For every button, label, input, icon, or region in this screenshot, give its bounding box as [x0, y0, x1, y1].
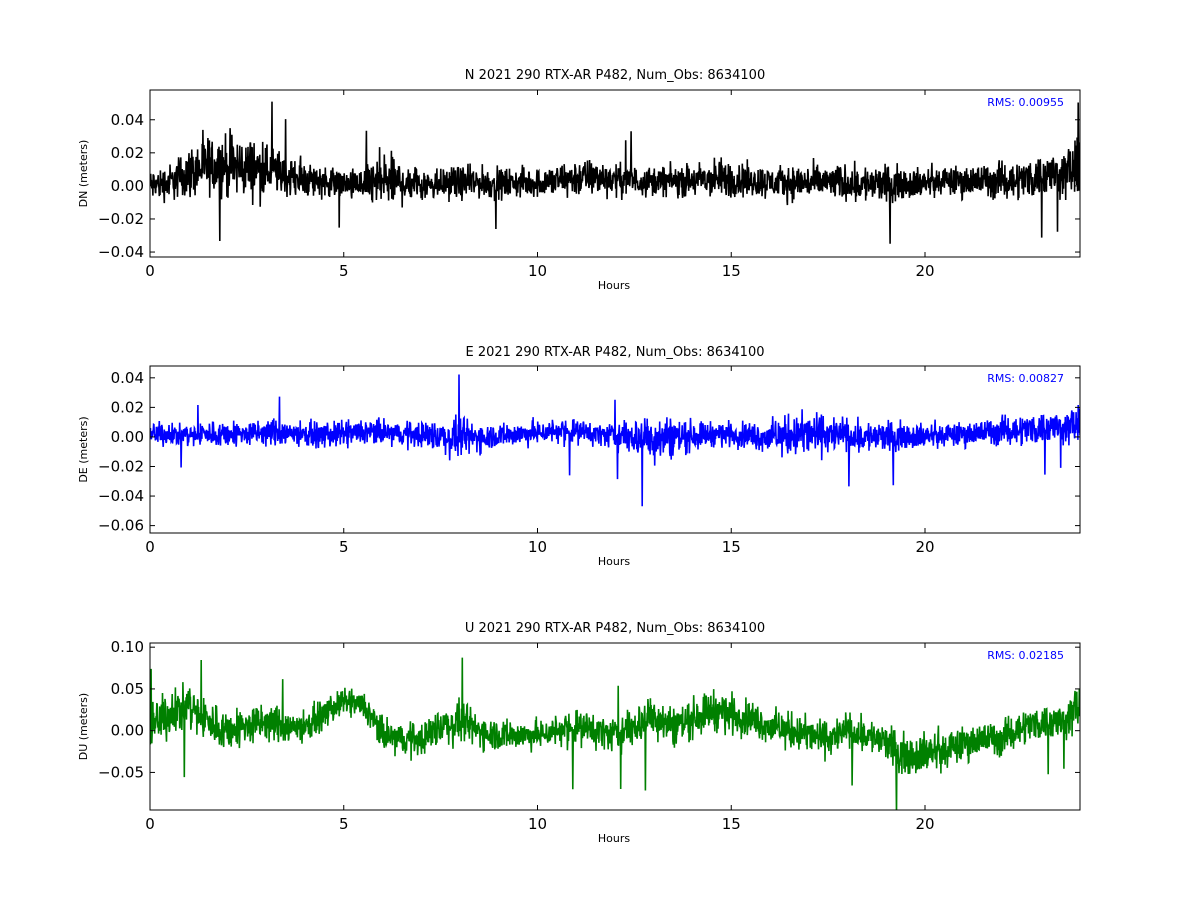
chart-title: U 2021 290 RTX-AR P482, Num_Obs: 8634100 — [465, 621, 765, 636]
plot-frame — [149, 642, 1081, 811]
x-axis-label: Hours — [598, 279, 630, 292]
panel-up: U 2021 290 RTX-AR P482, Num_Obs: 8634100… — [77, 621, 1081, 845]
x-tick-label: 15 — [722, 538, 741, 556]
x-tick-label: 5 — [339, 262, 349, 280]
x-tick-label: 10 — [528, 538, 547, 556]
y-tick-label: 0.04 — [111, 369, 144, 387]
rms-annotation: RMS: 0.02185 — [987, 649, 1064, 662]
y-tick-label: 0.02 — [111, 144, 144, 162]
series-line-0 — [150, 374, 1080, 507]
y-tick-label: −0.02 — [98, 210, 144, 228]
x-tick-label: 5 — [339, 538, 349, 556]
chart-title: N 2021 290 RTX-AR P482, Num_Obs: 8634100 — [465, 68, 765, 83]
rms-annotation: RMS: 0.00827 — [987, 372, 1064, 385]
y-axis-label: DU (meters) — [77, 693, 90, 760]
panel-north: N 2021 290 RTX-AR P482, Num_Obs: 8634100… — [77, 68, 1081, 292]
y-axis-label: DN (meters) — [77, 140, 90, 208]
x-tick-label: 5 — [339, 815, 349, 833]
axes: 0 5 10 15 20 −0.04 −0.02 0.00 0.02 0.04 — [98, 90, 1080, 280]
x-tick-label: 20 — [915, 538, 934, 556]
y-tick-label: 0.00 — [111, 722, 144, 740]
rms-annotation: RMS: 0.00955 — [987, 96, 1064, 109]
x-tick-label: 15 — [722, 262, 741, 280]
data-layer — [150, 101, 1080, 244]
series-line-0 — [150, 101, 1080, 244]
y-tick-label: −0.06 — [98, 517, 144, 535]
chart-title: E 2021 290 RTX-AR P482, Num_Obs: 8634100 — [466, 345, 765, 360]
plot-frame — [149, 89, 1081, 258]
data-layer — [150, 374, 1080, 507]
x-tick-label: 0 — [145, 815, 155, 833]
axes: 0 5 10 15 20 −0.06 −0.04 −0.02 0.00 0.02 0.04 — [98, 366, 1080, 556]
x-tick-label: 20 — [915, 262, 934, 280]
y-tick-label: −0.05 — [98, 763, 144, 781]
axes: 0 5 10 15 20 −0.05 0.00 0.05 0.10 — [98, 638, 1080, 833]
x-axis-label: Hours — [598, 555, 630, 568]
plot-frame — [149, 365, 1081, 534]
data-layer — [150, 657, 1080, 810]
y-tick-label: −0.04 — [98, 487, 144, 505]
y-tick-label: 0.04 — [111, 111, 144, 129]
x-tick-label: 10 — [528, 262, 547, 280]
y-tick-label: 0.00 — [111, 177, 144, 195]
y-tick-label: 0.10 — [111, 638, 144, 656]
x-tick-label: 10 — [528, 815, 547, 833]
y-tick-label: −0.02 — [98, 457, 144, 475]
x-tick-label: 15 — [722, 815, 741, 833]
x-tick-label: 0 — [145, 538, 155, 556]
y-tick-label: −0.04 — [98, 243, 144, 261]
y-tick-label: 0.00 — [111, 428, 144, 446]
x-tick-label: 20 — [915, 815, 934, 833]
panel-east: E 2021 290 RTX-AR P482, Num_Obs: 8634100… — [77, 345, 1081, 568]
x-tick-label: 0 — [145, 262, 155, 280]
y-axis-label: DE (meters) — [77, 416, 90, 482]
y-tick-label: 0.05 — [111, 680, 144, 698]
series-line-0 — [150, 657, 1080, 810]
y-tick-label: 0.02 — [111, 398, 144, 416]
x-axis-label: Hours — [598, 832, 630, 845]
